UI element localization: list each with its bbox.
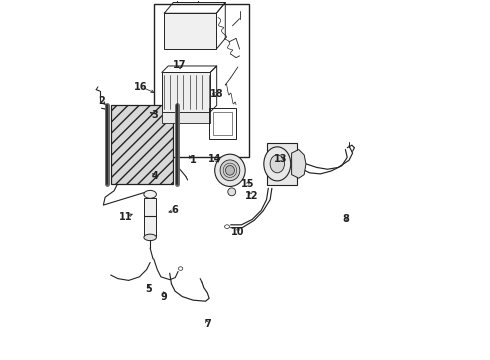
Text: 14: 14 (208, 154, 221, 164)
Text: 12: 12 (245, 191, 258, 201)
Text: 7: 7 (204, 319, 211, 329)
Text: 11: 11 (119, 212, 133, 221)
Text: 2: 2 (98, 96, 105, 106)
Text: 13: 13 (274, 154, 288, 164)
Ellipse shape (270, 155, 285, 173)
Text: 8: 8 (342, 215, 349, 224)
Ellipse shape (264, 147, 291, 181)
Ellipse shape (228, 188, 236, 196)
Bar (209, 108, 236, 139)
Text: 10: 10 (231, 227, 245, 237)
Bar (213, 112, 232, 135)
Text: 17: 17 (173, 60, 187, 70)
Text: 9: 9 (161, 292, 168, 302)
Ellipse shape (225, 166, 234, 175)
Ellipse shape (144, 234, 156, 240)
Ellipse shape (215, 154, 245, 186)
Bar (162, 112, 210, 123)
Polygon shape (292, 149, 306, 178)
Bar (153, 4, 248, 157)
Text: 18: 18 (210, 89, 223, 99)
Ellipse shape (220, 160, 240, 181)
Text: 16: 16 (134, 82, 148, 92)
Bar (164, 13, 216, 49)
Text: 15: 15 (241, 179, 255, 189)
Bar (267, 143, 297, 185)
Text: 1: 1 (190, 155, 196, 165)
Text: 4: 4 (151, 171, 158, 181)
Bar (111, 105, 173, 184)
Text: 3: 3 (151, 111, 158, 121)
Bar (144, 198, 156, 237)
Text: 6: 6 (172, 206, 178, 216)
Text: 5: 5 (145, 284, 151, 294)
Bar (162, 72, 210, 112)
Ellipse shape (144, 190, 156, 198)
